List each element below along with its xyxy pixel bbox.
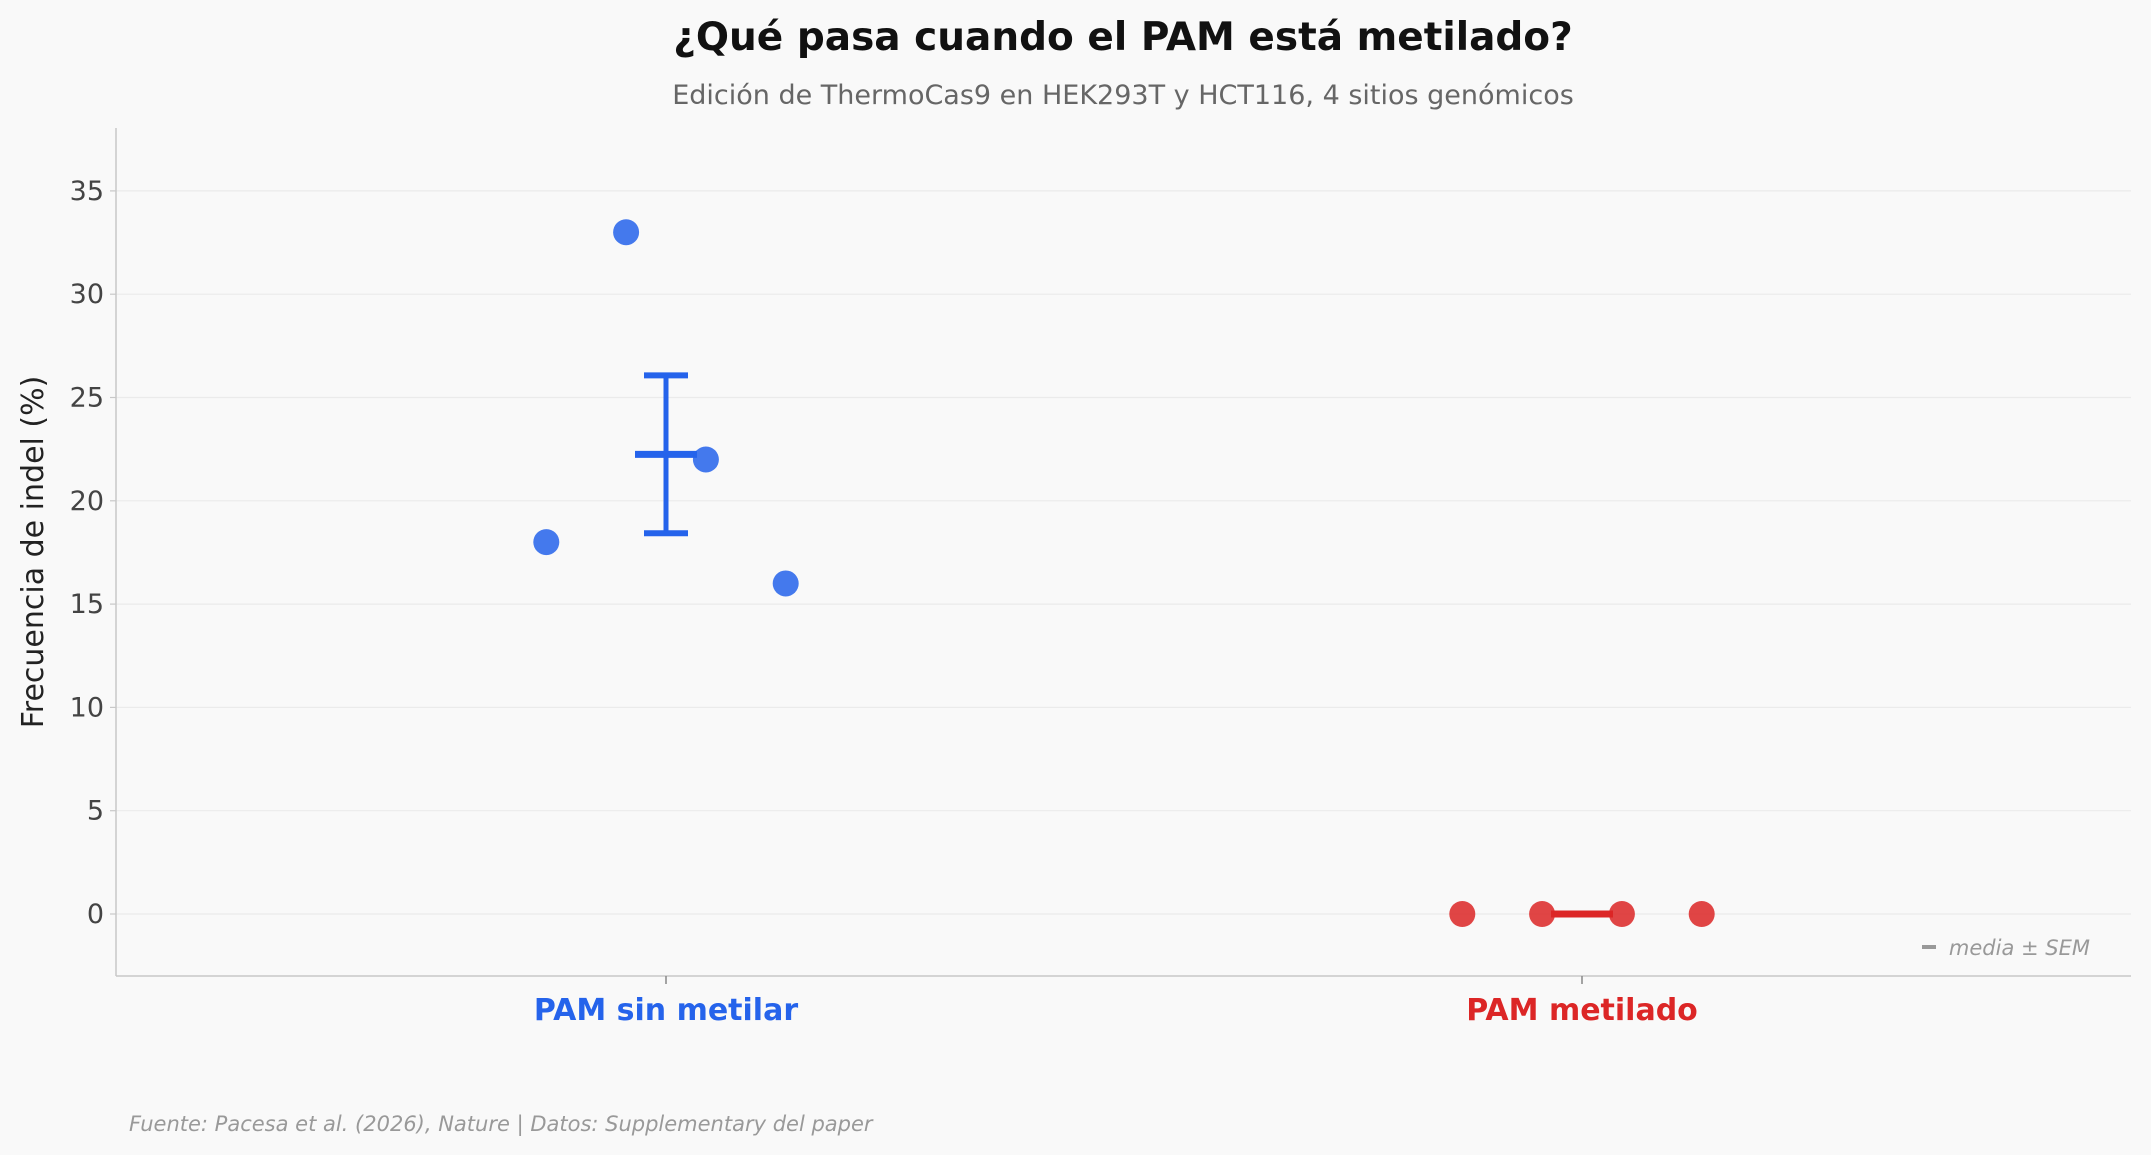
data-marks [533, 219, 1715, 927]
x-ticks: PAM sin metilar PAM metilado [534, 976, 1698, 1028]
y-tick-label: 15 [70, 589, 104, 620]
data-point [1529, 901, 1556, 927]
x-tick-label: PAM metilado [1466, 993, 1698, 1028]
legend-label: media ± SEM [1949, 936, 2090, 960]
y-axis-label: Frecuencia de indel (%) [16, 376, 51, 729]
y-tick-label: 25 [70, 383, 104, 414]
axes [115, 128, 2131, 977]
y-tick-label: 35 [70, 176, 104, 207]
y-ticks: 0 5 10 15 20 25 30 35 [70, 176, 116, 930]
y-tick-label: 20 [70, 486, 104, 517]
series-1 [533, 219, 799, 597]
data-point [613, 219, 640, 246]
data-point [1449, 901, 1476, 927]
y-tick-label: 10 [70, 692, 104, 723]
data-point [692, 446, 719, 473]
data-point [1688, 901, 1715, 927]
data-point [772, 570, 799, 597]
y-tick-label: 5 [87, 796, 104, 827]
source-note: Fuente: Pacesa et al. (2026), Nature | D… [129, 1112, 874, 1137]
x-tick-label: PAM sin metilar [534, 993, 798, 1028]
chart-title: ¿Qué pasa cuando el PAM está metilado? [673, 15, 1572, 60]
series-2 [1449, 901, 1715, 927]
data-point [533, 529, 560, 556]
chart-subtitle: Edición de ThermoCas9 en HEK293T y HCT11… [672, 80, 1574, 111]
legend: media ± SEM [1922, 936, 2090, 960]
data-point [1608, 901, 1635, 927]
grid [116, 190, 2131, 915]
y-tick-label: 30 [70, 279, 104, 310]
y-tick-label: 0 [87, 899, 104, 930]
